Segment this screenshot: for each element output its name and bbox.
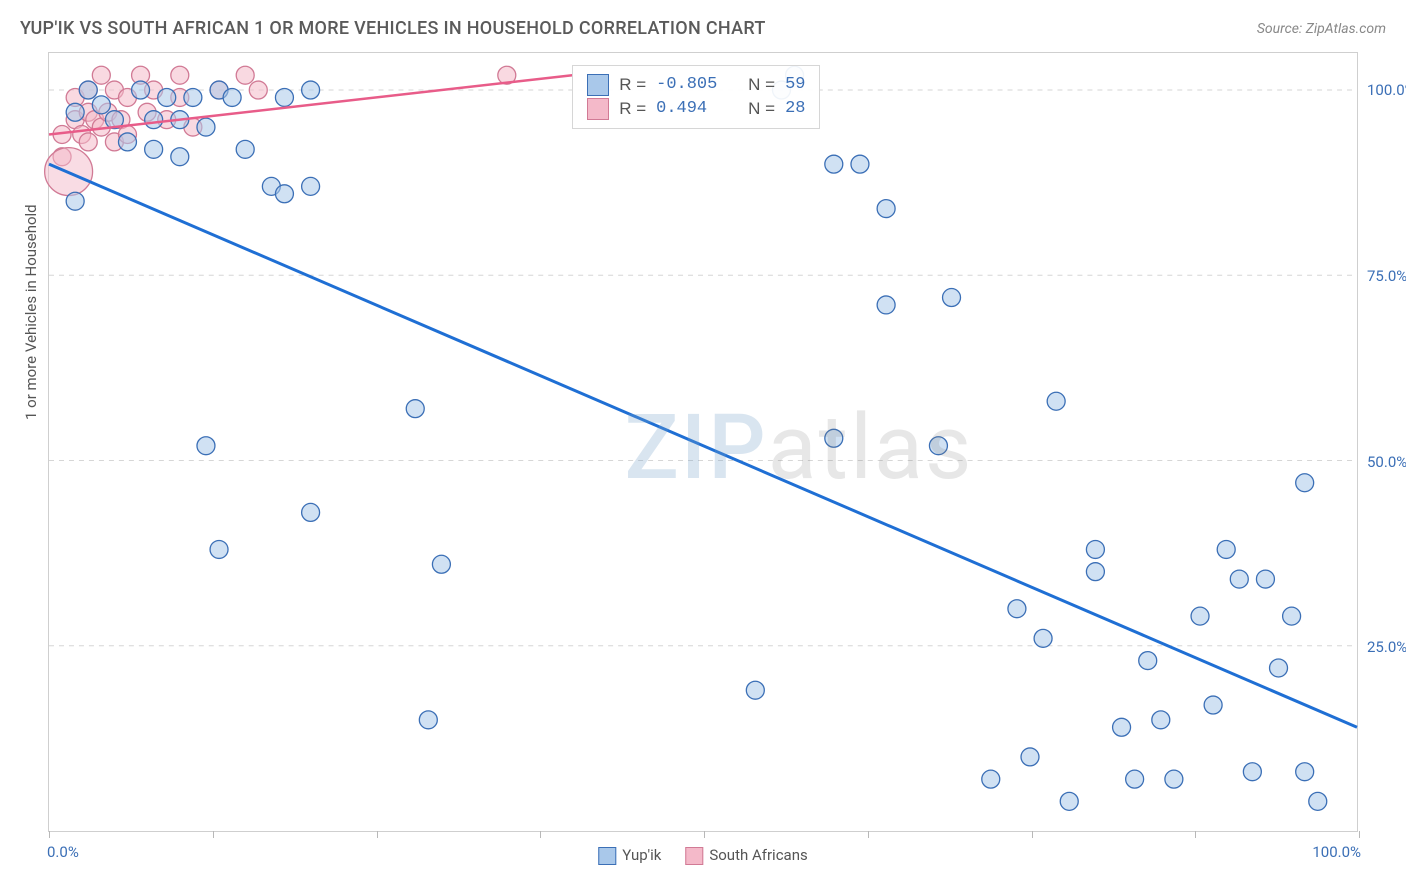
stats-swatch xyxy=(587,98,609,120)
x-tick xyxy=(540,831,541,838)
legend-item: Yup'ik xyxy=(598,846,661,865)
x-min-label: 0.0% xyxy=(47,843,79,861)
plot-area: 25.0%50.0%75.0%100.0% 0.0% 100.0% Yup'ik… xyxy=(48,52,1358,832)
y-tick-label: 100.0% xyxy=(1367,81,1406,99)
stats-row: R =-0.805N =59 xyxy=(587,74,805,96)
x-tick xyxy=(1195,831,1196,838)
stats-swatch xyxy=(587,74,609,96)
legend-label: Yup'ik xyxy=(622,846,661,864)
source-label: Source: ZipAtlas.com xyxy=(1257,21,1386,37)
x-tick xyxy=(377,831,378,838)
x-tick xyxy=(213,831,214,838)
legend-swatch xyxy=(685,847,703,865)
legend-swatch xyxy=(598,847,616,865)
legend-bottom: Yup'ik South Africans xyxy=(598,846,807,865)
x-tick xyxy=(868,831,869,838)
legend-label: South Africans xyxy=(709,846,807,864)
x-tick xyxy=(704,831,705,838)
stats-box: R =-0.805N =59R = 0.494N =28 xyxy=(572,65,820,129)
stats-row: R = 0.494N =28 xyxy=(587,98,805,120)
chart-title: YUP'IK VS SOUTH AFRICAN 1 OR MORE VEHICL… xyxy=(20,18,766,39)
x-tick xyxy=(1359,831,1360,838)
x-max-label: 100.0% xyxy=(1312,843,1361,861)
chart-svg xyxy=(49,53,1357,831)
y-tick-label: 50.0% xyxy=(1367,453,1406,471)
y-tick-label: 75.0% xyxy=(1367,267,1406,285)
x-tick xyxy=(1032,831,1033,838)
y-axis-label: 1 or more Vehicles in Household xyxy=(22,204,40,420)
x-tick xyxy=(49,831,50,838)
y-tick-label: 25.0% xyxy=(1367,638,1406,656)
legend-item: South Africans xyxy=(685,846,807,865)
